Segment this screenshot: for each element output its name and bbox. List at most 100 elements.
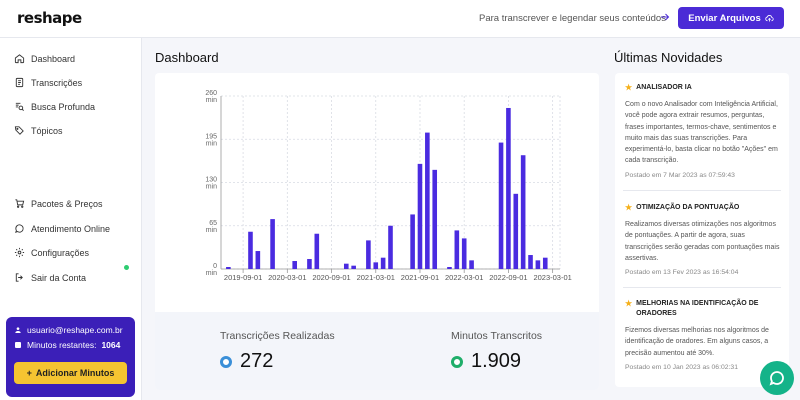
news-section-title: Últimas Novidades xyxy=(614,50,723,65)
stats-panel: Transcrições Realizadas 272 Minutos Tran… xyxy=(155,312,599,390)
news-item[interactable]: ★ ANALISADOR IA Com o novo Analisador com… xyxy=(625,83,780,179)
news-date: Postado em 10 Jan 2023 as 06:02:31 xyxy=(625,363,738,371)
stat-label: Minutos Transcritos xyxy=(451,330,543,342)
chart-bar xyxy=(410,214,415,269)
chart-bar xyxy=(366,240,371,269)
news-body: Com o novo Analisador com Inteligência A… xyxy=(625,101,778,165)
sidebar-item-label: Dashboard xyxy=(31,53,76,64)
y-tick-label: 260 xyxy=(205,90,217,97)
chart-bar xyxy=(454,230,460,269)
stat-value: 1.909 xyxy=(471,350,522,372)
user-icon xyxy=(15,327,21,333)
minutes-value: 1064 xyxy=(101,340,121,350)
chat-bubble-icon xyxy=(769,371,784,386)
y-tick-label: 130 xyxy=(205,177,217,184)
arrow-right-icon xyxy=(661,13,670,21)
sidebar-item-label: Sair da Conta xyxy=(31,272,87,283)
cloud-upload-icon xyxy=(765,14,774,21)
x-tick-label: 2022-09-01 xyxy=(489,273,527,282)
news-date: Postado em 13 Fev 2023 as 16:54:04 xyxy=(625,269,739,277)
chart-bar xyxy=(528,255,533,269)
home-icon xyxy=(14,54,25,64)
y-tick-label: 195 xyxy=(205,133,217,140)
y-tick-unit: min xyxy=(206,227,217,234)
add-minutes-button[interactable]: + Adicionar Minutos xyxy=(14,362,127,384)
sidebar-item-transcricoes[interactable]: Transcrições xyxy=(14,77,82,88)
news-body: Fizemos diversas melhorias nos algoritmo… xyxy=(625,327,769,357)
chart-bar xyxy=(307,259,312,269)
top-bar: reshape Para transcrever e legendar seus… xyxy=(0,0,800,38)
sidebar-item-label: Configurações xyxy=(31,247,90,258)
chart-bar xyxy=(469,260,474,269)
cart-icon xyxy=(15,199,25,208)
stat-label: Transcrições Realizadas xyxy=(220,330,335,342)
sidebar-item-pacotes-precos[interactable]: Pacotes & Preços xyxy=(14,198,103,209)
y-tick-unit: min xyxy=(206,184,217,191)
sidebar-item-label: Tópicos xyxy=(31,125,63,136)
chart-bar xyxy=(432,169,438,269)
chart-bar xyxy=(292,261,297,269)
news-item[interactable]: ★ MELHORIAS NA IDENTIFICAÇÃO DE ORADORES … xyxy=(625,299,780,371)
chart-bar xyxy=(417,163,423,269)
sidebar-item-dashboard[interactable]: Dashboard xyxy=(14,53,75,64)
x-tick-label: 2022-03-01 xyxy=(445,273,483,282)
chart-bar xyxy=(248,231,253,269)
y-tick-label: 0 xyxy=(213,263,217,270)
usage-chart-card: 0 min 65 min 130 min 195 min 260 min 2019-09-01 202… xyxy=(155,73,599,390)
sidebar-item-label: Pacotes & Preços xyxy=(31,198,103,209)
promo-text: Para transcrever e legendar seus conteúd… xyxy=(479,13,666,24)
chart-bar xyxy=(542,257,548,269)
minutes-label: Minutos restantes: xyxy=(27,340,97,350)
online-status-indicator xyxy=(124,265,129,270)
chart-bar xyxy=(226,267,231,269)
x-tick-label: 2021-09-01 xyxy=(401,273,439,282)
sidebar-item-label: Atendimento Online xyxy=(31,223,111,234)
x-tick-label: 2020-09-01 xyxy=(312,273,350,282)
news-card: ★ ANALISADOR IA Com o novo Analisador com… xyxy=(615,73,789,387)
sidebar-item-atendimento-online[interactable]: Atendimento Online xyxy=(14,223,110,234)
clock-icon xyxy=(451,355,463,368)
chart-bar xyxy=(425,132,430,269)
sidebar-item-label: Transcrições xyxy=(31,77,83,88)
sidebar-item-configuracoes[interactable]: Configurações xyxy=(14,247,89,258)
sidebar-item-sair[interactable]: Sair da Conta xyxy=(14,272,86,283)
chart-bar xyxy=(388,225,393,269)
stat-minutes: Minutos Transcritos 1.909 xyxy=(451,330,651,373)
chart-bar xyxy=(447,267,452,269)
divider xyxy=(623,287,781,288)
x-tick-label: 2020-03-01 xyxy=(268,273,306,282)
chart-bar xyxy=(343,263,349,269)
sidebar-item-busca-profunda[interactable]: Busca Profunda xyxy=(14,101,95,112)
chart-bar xyxy=(513,193,519,269)
star-icon: ★ xyxy=(625,203,633,212)
star-icon: ★ xyxy=(625,299,633,308)
news-date: Postado em 7 Mar 2023 as 07:59:43 xyxy=(625,171,735,179)
clock-icon xyxy=(15,342,21,348)
search-document-icon xyxy=(15,102,24,111)
x-tick-label: 2023-03-01 xyxy=(533,273,571,282)
user-email: usuario@reshape.com.br xyxy=(27,325,123,335)
user-email-row: usuario@reshape.com.br xyxy=(14,325,127,335)
news-title: OTIMIZAÇÃO DA PONTUAÇÃO xyxy=(636,204,740,211)
logout-icon xyxy=(15,273,23,282)
chart-bar xyxy=(314,233,320,269)
y-tick-unit: min xyxy=(206,97,217,104)
x-tick-label: 2019-09-01 xyxy=(224,273,262,282)
chart-bar xyxy=(520,155,526,269)
stat-transcriptions: Transcrições Realizadas 272 xyxy=(220,330,420,373)
news-item[interactable]: ★ OTIMIZAÇÃO DA PONTUAÇÃO Realizamos dive… xyxy=(625,203,780,276)
add-minutes-label: Adicionar Minutos xyxy=(35,368,115,378)
chat-support-button[interactable] xyxy=(760,361,794,395)
logo[interactable]: reshape xyxy=(17,9,82,27)
chart-bar xyxy=(506,107,511,269)
chart-bar xyxy=(380,257,386,269)
upload-files-button[interactable]: Enviar Arquivos xyxy=(678,7,784,29)
x-tick-label: 2021-03-01 xyxy=(357,273,395,282)
sidebar-item-topicos[interactable]: Tópicos xyxy=(14,125,63,136)
document-icon xyxy=(15,77,24,88)
gear-icon xyxy=(14,247,25,258)
chat-icon xyxy=(15,224,24,233)
sidebar-item-label: Busca Profunda xyxy=(31,101,96,112)
chart-bar xyxy=(270,219,275,269)
